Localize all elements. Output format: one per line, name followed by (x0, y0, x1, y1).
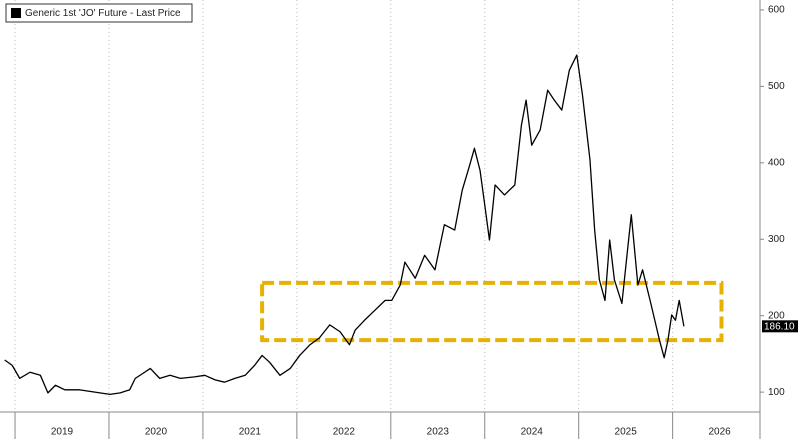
x-tick-label: 2021 (239, 427, 262, 438)
y-tick-label: 300 (768, 234, 785, 245)
y-tick-label: 200 (768, 310, 785, 321)
x-tick-label: 2020 (145, 427, 168, 438)
price-line (4, 54, 685, 396)
y-tick-label: 600 (768, 5, 785, 16)
x-tick-label: 2022 (333, 427, 356, 438)
highlight-box (260, 280, 724, 343)
x-tick-label: 2025 (615, 427, 638, 438)
x-tick-label: 2019 (51, 427, 74, 438)
legend-box (5, 3, 193, 23)
legend: Generic 1st 'JO' Future - Last Price (5, 3, 193, 23)
x-tick-label: 2024 (521, 427, 544, 438)
y-tick-label: 100 (768, 387, 785, 398)
x-tick-label: 2026 (708, 427, 731, 438)
y-tick-label: 500 (768, 81, 785, 92)
legend-label: Generic 1st 'JO' Future - Last Price (25, 8, 181, 19)
last-price-label: 186.10 (764, 321, 795, 332)
legend-swatch (11, 8, 21, 18)
last-price-box (762, 320, 798, 333)
y-tick-label: 400 (768, 157, 785, 168)
x-tick-label: 2023 (427, 427, 450, 438)
